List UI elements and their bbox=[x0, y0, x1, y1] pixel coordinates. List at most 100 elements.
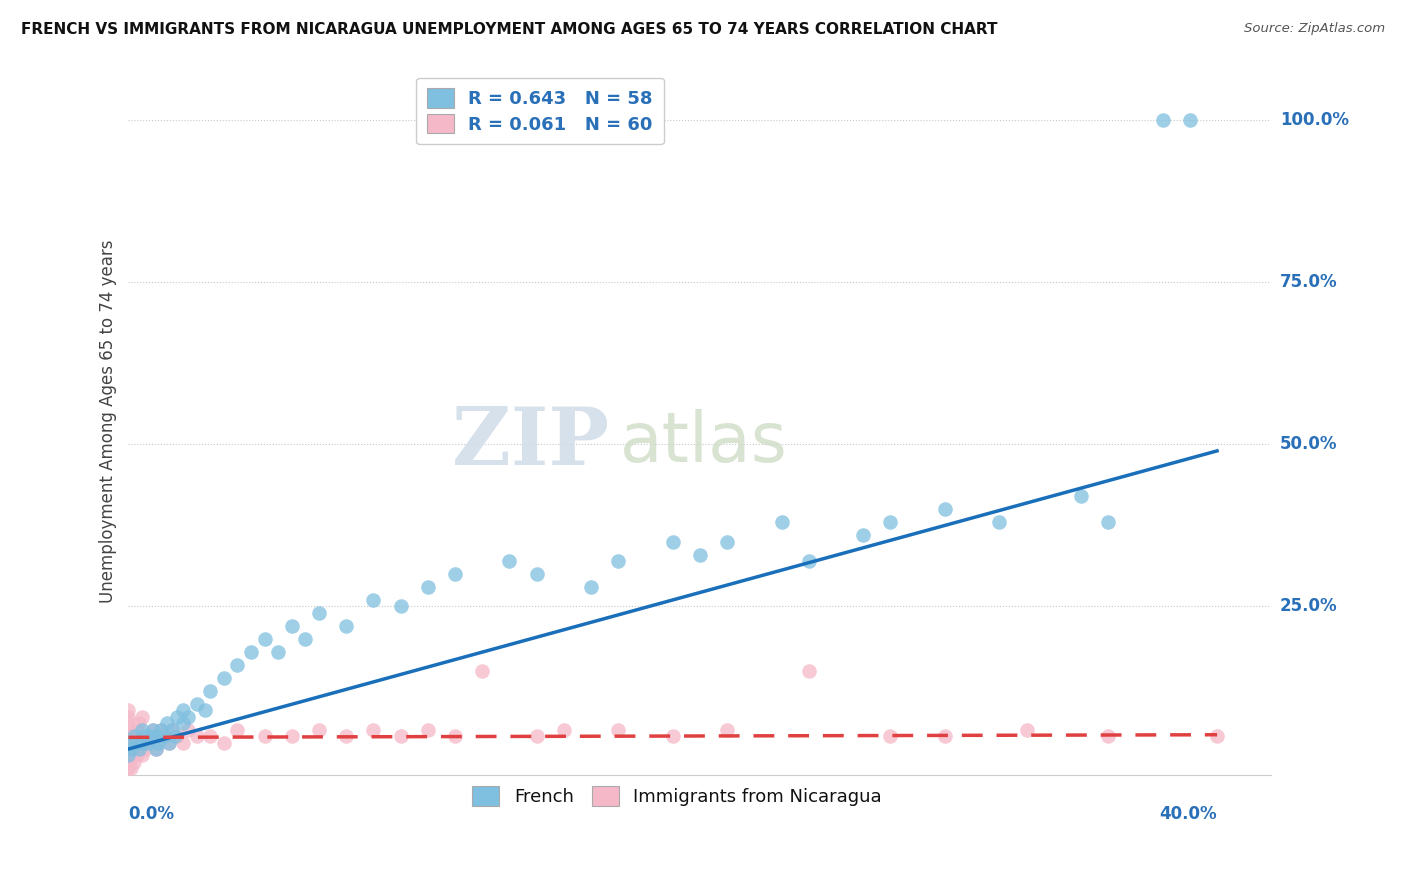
Point bbox=[335, 729, 357, 743]
Point bbox=[157, 735, 180, 749]
Point bbox=[416, 723, 439, 737]
Point bbox=[471, 665, 494, 679]
Point bbox=[253, 632, 276, 646]
Point bbox=[128, 716, 150, 731]
Text: FRENCH VS IMMIGRANTS FROM NICARAGUA UNEMPLOYMENT AMONG AGES 65 TO 74 YEARS CORRE: FRENCH VS IMMIGRANTS FROM NICARAGUA UNEM… bbox=[21, 22, 998, 37]
Text: 25.0%: 25.0% bbox=[1279, 598, 1337, 615]
Point bbox=[1097, 729, 1119, 743]
Point bbox=[172, 703, 194, 717]
Point bbox=[607, 723, 630, 737]
Point bbox=[281, 729, 304, 743]
Text: 50.0%: 50.0% bbox=[1279, 435, 1337, 453]
Point bbox=[117, 723, 139, 737]
Point bbox=[498, 554, 520, 568]
Point bbox=[142, 723, 165, 737]
Point bbox=[934, 729, 956, 743]
Point bbox=[117, 703, 139, 717]
Point bbox=[117, 716, 139, 731]
Y-axis label: Unemployment Among Ages 65 to 74 years: Unemployment Among Ages 65 to 74 years bbox=[100, 240, 117, 604]
Point bbox=[117, 735, 139, 749]
Point bbox=[117, 748, 139, 763]
Point bbox=[172, 735, 194, 749]
Point bbox=[797, 554, 820, 568]
Point bbox=[166, 709, 188, 723]
Point bbox=[389, 599, 412, 614]
Point bbox=[145, 729, 167, 743]
Text: 75.0%: 75.0% bbox=[1279, 273, 1337, 292]
Point bbox=[1178, 113, 1201, 128]
Point bbox=[444, 729, 467, 743]
Point bbox=[117, 709, 139, 723]
Point bbox=[1097, 515, 1119, 529]
Text: 0.0%: 0.0% bbox=[128, 805, 174, 823]
Text: ZIP: ZIP bbox=[451, 404, 609, 482]
Point bbox=[117, 748, 139, 763]
Point bbox=[145, 742, 167, 756]
Point bbox=[125, 735, 148, 749]
Point bbox=[1015, 723, 1038, 737]
Point bbox=[157, 735, 180, 749]
Point bbox=[134, 729, 156, 743]
Point bbox=[553, 723, 575, 737]
Point bbox=[148, 735, 170, 749]
Point bbox=[335, 619, 357, 633]
Point bbox=[131, 748, 153, 763]
Point bbox=[226, 657, 249, 672]
Point bbox=[1070, 489, 1092, 503]
Point bbox=[212, 671, 235, 685]
Text: 100.0%: 100.0% bbox=[1279, 112, 1348, 129]
Point bbox=[526, 729, 548, 743]
Point bbox=[117, 761, 139, 775]
Point bbox=[120, 735, 142, 749]
Point bbox=[153, 729, 176, 743]
Point bbox=[661, 534, 683, 549]
Text: 40.0%: 40.0% bbox=[1160, 805, 1218, 823]
Point bbox=[155, 716, 177, 731]
Point bbox=[308, 723, 330, 737]
Point bbox=[444, 567, 467, 582]
Point bbox=[131, 709, 153, 723]
Point bbox=[122, 729, 145, 743]
Text: Source: ZipAtlas.com: Source: ZipAtlas.com bbox=[1244, 22, 1385, 36]
Point bbox=[117, 755, 139, 769]
Point bbox=[125, 748, 148, 763]
Point bbox=[526, 567, 548, 582]
Point bbox=[226, 723, 249, 737]
Point bbox=[294, 632, 316, 646]
Point bbox=[131, 723, 153, 737]
Point bbox=[139, 729, 162, 743]
Point bbox=[172, 716, 194, 731]
Point bbox=[117, 735, 139, 749]
Point bbox=[879, 729, 901, 743]
Text: atlas: atlas bbox=[620, 409, 787, 476]
Point bbox=[150, 723, 173, 737]
Point bbox=[1152, 113, 1174, 128]
Point bbox=[139, 735, 162, 749]
Point bbox=[186, 729, 208, 743]
Point bbox=[122, 755, 145, 769]
Point bbox=[198, 729, 221, 743]
Point bbox=[194, 703, 217, 717]
Point bbox=[797, 665, 820, 679]
Point bbox=[120, 761, 142, 775]
Point bbox=[988, 515, 1011, 529]
Point bbox=[145, 729, 167, 743]
Point bbox=[389, 729, 412, 743]
Point bbox=[131, 735, 153, 749]
Point bbox=[117, 742, 139, 756]
Point bbox=[150, 723, 173, 737]
Point bbox=[198, 683, 221, 698]
Legend: French, Immigrants from Nicaragua: French, Immigrants from Nicaragua bbox=[464, 778, 891, 815]
Point bbox=[281, 619, 304, 633]
Point bbox=[607, 554, 630, 568]
Point bbox=[363, 723, 385, 737]
Point bbox=[136, 729, 159, 743]
Point bbox=[852, 528, 875, 542]
Point bbox=[879, 515, 901, 529]
Point bbox=[160, 723, 183, 737]
Point bbox=[716, 534, 738, 549]
Point bbox=[160, 723, 183, 737]
Point bbox=[770, 515, 793, 529]
Point bbox=[177, 709, 200, 723]
Point bbox=[212, 735, 235, 749]
